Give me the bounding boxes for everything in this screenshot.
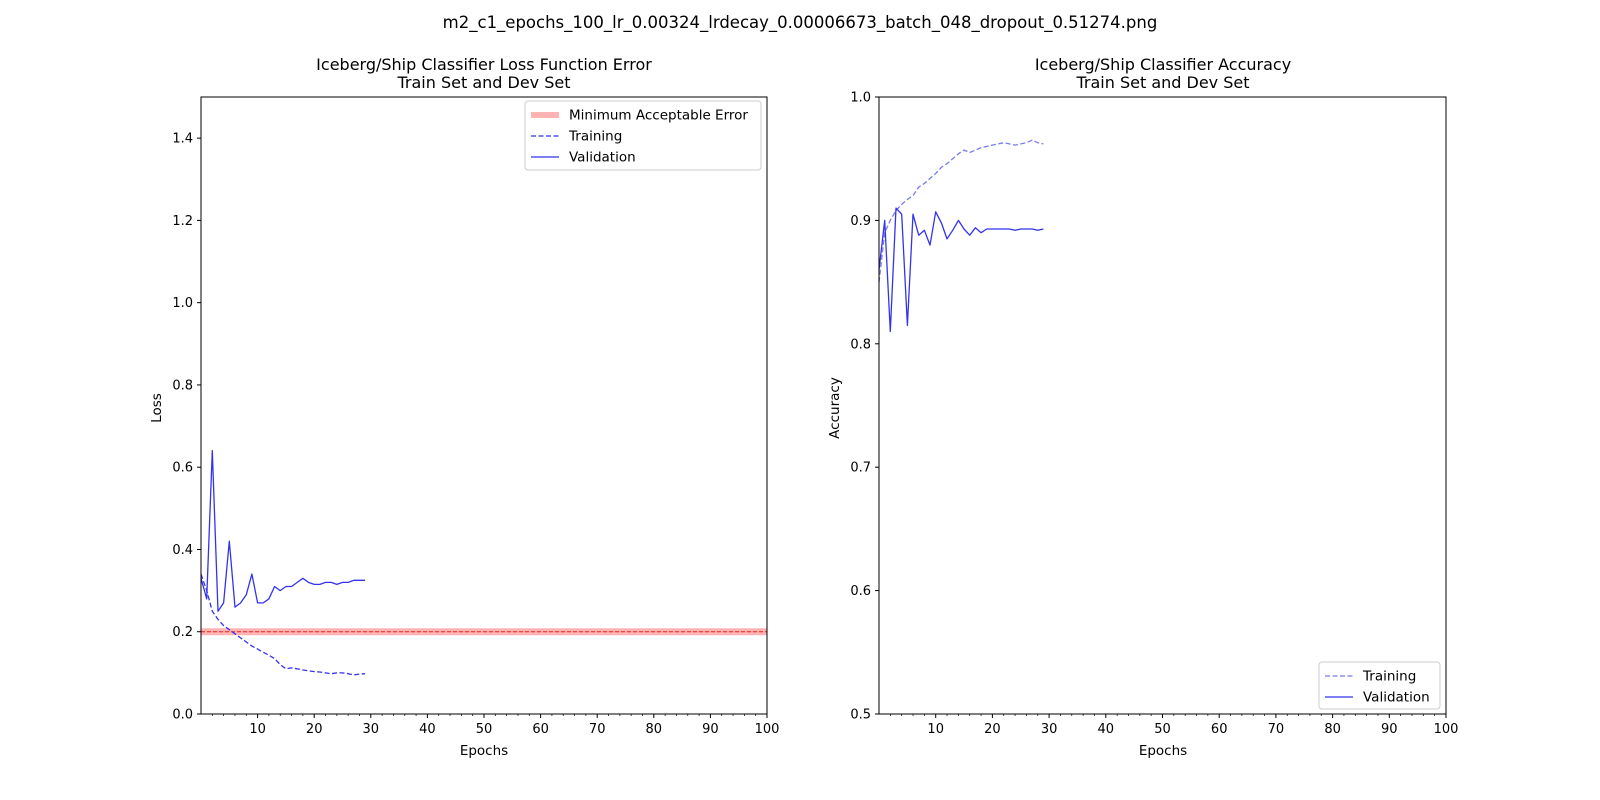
loss-legend-box	[524, 100, 762, 171]
loss-x-tick-label: 20	[306, 722, 323, 737]
accuracy-axes-frame	[878, 96, 1447, 715]
accuracy-x-tick-label: 10	[927, 722, 944, 737]
loss-legend: Minimum Acceptable Error Training Validati…	[524, 100, 762, 171]
loss-chart-subtitle: Train Set and Dev Set	[396, 73, 570, 92]
loss-chart-title: Iceberg/Ship Classifier Loss Function Er…	[316, 55, 652, 74]
accuracy-y-tick-label: 0.8	[850, 337, 871, 352]
accuracy-x-tick-label: 20	[984, 722, 1001, 737]
figure-suptitle: m2_c1_epochs_100_lr_0.00324_lrdecay_0.00…	[443, 13, 1158, 33]
accuracy-x-tick-label: 40	[1098, 722, 1115, 737]
loss-x-tick-label: 100	[755, 722, 780, 737]
loss-x-tick-label: 60	[532, 722, 549, 737]
accuracy-plot-area	[878, 139, 1044, 333]
loss-x-tick-label: 70	[589, 722, 606, 737]
loss-legend-label: Minimum Acceptable Error	[569, 108, 748, 124]
loss-plot-area	[200, 450, 767, 676]
accuracy-y-tick-label: 0.5	[850, 708, 871, 723]
accuracy-x-tick-label: 100	[1434, 722, 1459, 737]
loss-y-tick-label: 1.4	[172, 132, 193, 147]
accuracy-x-tick-label: 50	[1154, 722, 1171, 737]
accuracy-chart-title: Iceberg/Ship Classifier Accuracy	[1035, 55, 1291, 74]
loss-x-tick-label: 80	[646, 722, 663, 737]
loss-axes-frame	[200, 96, 768, 715]
accuracy-y-tick-label: 0.6	[850, 584, 871, 599]
accuracy-legend-label: Validation	[1363, 690, 1430, 706]
loss-y-tick-label: 1.2	[172, 214, 193, 229]
loss-x-tick-label: 90	[702, 722, 719, 737]
loss-legend-label: Validation	[569, 150, 636, 166]
loss-ticks: 10 20 30 40 50 60 70 80 90 100 0.0 0.2 0.4 0.6 0.8 1.0 1…	[172, 132, 779, 737]
loss-x-axis-label: Epochs	[460, 743, 508, 759]
accuracy-x-tick-label: 90	[1381, 722, 1398, 737]
accuracy-legend: Training Validation	[1318, 661, 1441, 710]
accuracy-y-axis-label: Accuracy	[827, 377, 843, 439]
accuracy-legend-label: Training	[1362, 669, 1416, 685]
accuracy-y-tick-label: 1.0	[850, 91, 871, 106]
accuracy-y-tick-label: 0.9	[850, 214, 871, 229]
loss-x-tick-label: 10	[249, 722, 266, 737]
loss-y-tick-label: 0.6	[172, 461, 193, 476]
loss-y-tick-label: 0.0	[172, 708, 193, 723]
accuracy-series-validation	[878, 207, 1044, 333]
accuracy-chart-subtitle: Train Set and Dev Set	[1075, 73, 1249, 92]
loss-y-tick-label: 0.4	[172, 543, 193, 558]
accuracy-x-tick-label: 80	[1324, 722, 1341, 737]
loss-legend-label: Training	[568, 129, 622, 145]
accuracy-y-tick-label: 0.7	[850, 461, 871, 476]
loss-x-tick-label: 30	[363, 722, 380, 737]
loss-y-tick-label: 0.2	[172, 625, 193, 640]
accuracy-x-axis-label: Epochs	[1139, 743, 1187, 759]
loss-series-training	[200, 573, 366, 676]
accuracy-x-tick-label: 30	[1041, 722, 1058, 737]
loss-x-tick-label: 40	[419, 722, 436, 737]
accuracy-x-tick-label: 70	[1268, 722, 1285, 737]
loss-x-tick-label: 50	[476, 722, 493, 737]
loss-y-axis-label: Loss	[149, 393, 165, 423]
accuracy-series-training	[878, 139, 1044, 283]
loss-series-validation	[200, 450, 366, 612]
accuracy-x-tick-label: 60	[1211, 722, 1228, 737]
loss-y-tick-label: 1.0	[172, 296, 193, 311]
loss-chart: Iceberg/Ship Classifier Loss Function Er…	[149, 55, 779, 759]
accuracy-ticks: 10 20 30 40 50 60 70 80 90 100 0.5 0.6 0.7 0.8 0.9 1.0	[850, 91, 1458, 738]
loss-y-tick-label: 0.8	[172, 378, 193, 393]
accuracy-chart: Iceberg/Ship Classifier Accuracy Train S…	[827, 55, 1458, 759]
